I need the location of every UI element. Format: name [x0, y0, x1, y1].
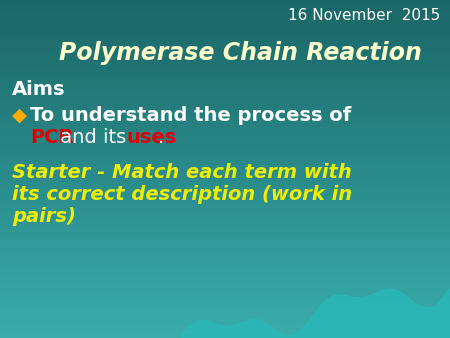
Text: uses: uses	[126, 128, 176, 147]
Text: ◆: ◆	[12, 106, 27, 125]
Text: pairs): pairs)	[12, 207, 76, 226]
Text: 16 November  2015: 16 November 2015	[288, 8, 440, 23]
Text: and its: and its	[54, 128, 132, 147]
Text: Polymerase Chain Reaction: Polymerase Chain Reaction	[58, 41, 422, 65]
Text: Aims: Aims	[12, 80, 66, 99]
Text: To understand the process of: To understand the process of	[30, 106, 351, 125]
Text: Starter - Match each term with: Starter - Match each term with	[12, 163, 352, 182]
Text: its correct description (work in: its correct description (work in	[12, 185, 352, 204]
Text: PCR: PCR	[30, 128, 73, 147]
Text: .: .	[158, 128, 164, 147]
